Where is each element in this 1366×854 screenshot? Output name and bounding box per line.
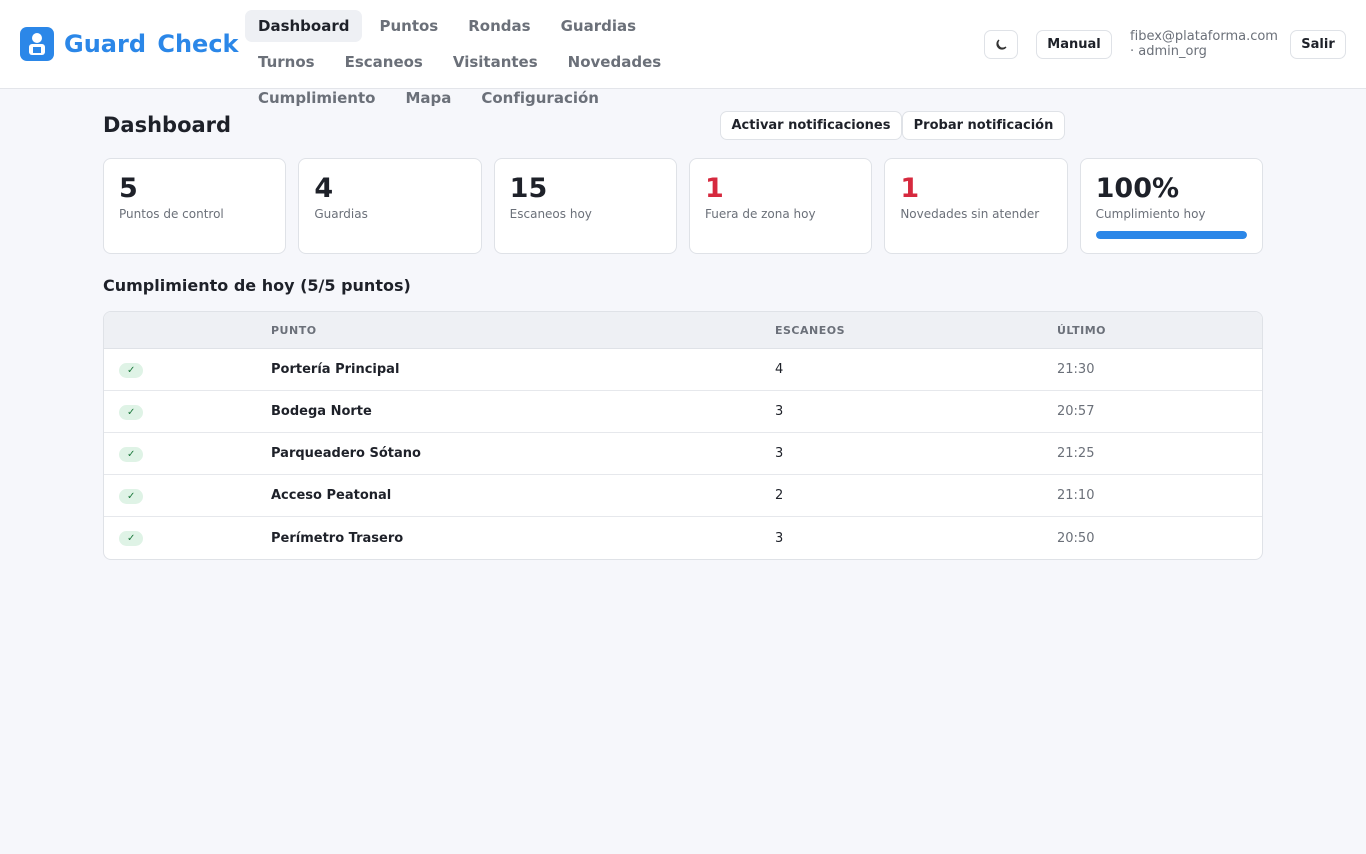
scan-count-cell: 3: [774, 433, 1056, 475]
theme-toggle[interactable]: [984, 30, 1018, 59]
point-name-cell: Perímetro Trasero: [271, 530, 404, 546]
nav-link[interactable]: Dashboard: [245, 10, 363, 42]
status-badge: ✓: [119, 531, 144, 546]
last-scan-cell: 20:50: [1057, 530, 1095, 546]
logo-icon: [29, 33, 45, 55]
stat-card: 5 Puntos de control: [103, 158, 287, 254]
stat-value: 4: [314, 173, 334, 204]
scan-count-cell: 3: [775, 530, 784, 546]
last-scan-cell: 21:10: [1056, 475, 1262, 517]
stat-value: 5: [119, 173, 138, 204]
nav-link[interactable]: Rondas: [468, 17, 531, 35]
status-badge: ✓: [119, 404, 144, 420]
stat-value: 1: [704, 173, 724, 204]
stat-label: Escaneos hoy: [509, 207, 592, 221]
stat-card: 1 Fuera de zona hoy: [688, 158, 873, 254]
stat-cards: 5 Puntos de control 4 Guardias 15 Escaneos ho…: [103, 158, 1263, 254]
column-header: ÚLTIMO: [1056, 312, 1262, 349]
stat-value: 15: [509, 173, 548, 204]
status-cell: ✓: [104, 433, 270, 475]
stat-card: 100% Cumplimiento hoy: [1079, 158, 1263, 254]
compliance-table: PUNTO ESCANEOS ÚLTIMO ✓ Portería Principal 4…: [103, 311, 1263, 560]
scan-count-cell: 4: [774, 349, 1056, 391]
nav-link[interactable]: Novedades: [567, 53, 662, 71]
last-scan-cell: 21:25: [1056, 433, 1262, 475]
nav-link[interactable]: Turnos: [258, 53, 315, 71]
stat-label: Fuera de zona hoy: [704, 207, 816, 221]
table-row: ✓ Perímetro Trasero 3 20:50: [104, 517, 1262, 559]
stat-card: 4 Guardias: [298, 158, 482, 254]
nav-link[interactable]: Configuración: [481, 89, 599, 107]
page-title: Dashboard: [103, 113, 232, 137]
logo: [20, 27, 54, 61]
brand[interactable]: Guard Check: [64, 30, 239, 58]
point-name-cell: Acceso Peatonal: [270, 475, 774, 517]
nav-link[interactable]: Visitantes: [452, 53, 538, 71]
status-cell: ✓: [104, 349, 270, 391]
scan-count-cell: 3: [774, 391, 1056, 433]
column-header: ESCANEOS: [774, 312, 1056, 349]
header-row: PUNTO ESCANEOS ÚLTIMO: [104, 312, 1262, 349]
column-header: PUNTO: [270, 312, 774, 349]
table-row: ✓ Portería Principal 4 21:30: [104, 349, 1262, 391]
table-row: ✓ Acceso Peatonal 2 21:10: [104, 475, 1262, 517]
nav-link[interactable]: Guardias: [560, 17, 637, 35]
stat-value: 100%: [1095, 173, 1180, 204]
stat-label: Puntos de control: [119, 207, 224, 221]
status-cell: ✓: [104, 517, 270, 559]
nav: Dashboard Puntos Rondas Guardias Turnos Escan…: [245, 10, 725, 114]
nav-link[interactable]: Puntos: [379, 17, 439, 35]
stat-label: Guardias: [314, 207, 368, 221]
user-info: fibex@plataforma.com · admin_org: [1130, 29, 1278, 59]
top-bar: Guard Check Dashboard Puntos Rondas Guardia…: [0, 0, 1366, 107]
section-title: Cumplimiento de hoy (5/5 puntos): [103, 276, 411, 295]
last-scan-cell: 20:57: [1056, 391, 1262, 433]
manual-button[interactable]: Manual: [1036, 30, 1112, 59]
user-role: · admin_org: [1130, 44, 1207, 59]
status-cell: ✓: [104, 475, 270, 517]
stat-value: 1: [900, 173, 920, 204]
nav-link[interactable]: Cumplimiento: [258, 89, 376, 107]
point-name-cell: Parqueadero Sótano: [270, 433, 774, 475]
table-body: ✓ Portería Principal 4 21:30 ✓ Bodega Norte 3 2…: [104, 349, 1262, 559]
last-scan-cell: 21:30: [1056, 349, 1262, 391]
notify-test-button[interactable]: Probar notificación: [902, 111, 1065, 140]
status-badge: ✓: [119, 362, 144, 378]
stat-card: 1 Novedades sin atender: [884, 158, 1068, 254]
status-badge: ✓: [119, 488, 144, 504]
nav-link[interactable]: Escaneos: [344, 53, 423, 71]
table-row: ✓ Parqueadero Sótano 3 21:25: [104, 433, 1262, 475]
progress-fill: [1095, 231, 1247, 239]
progress-track: [1095, 231, 1247, 239]
stat-label: Novedades sin atender: [900, 207, 1040, 221]
scan-count-cell: 2: [774, 475, 1056, 517]
status-cell: ✓: [104, 391, 270, 433]
nav-link[interactable]: Mapa: [405, 89, 452, 107]
user-email: fibex@plataforma.com: [1130, 29, 1278, 44]
moon-icon: [996, 39, 1007, 50]
table-row: ✓ Bodega Norte 3 20:57: [104, 391, 1262, 433]
stat-card: 15 Escaneos hoy: [493, 158, 677, 254]
point-name-cell: Portería Principal: [270, 349, 774, 391]
stat-label: Cumplimiento hoy: [1095, 207, 1206, 221]
status-header: [104, 312, 270, 349]
status-badge: ✓: [119, 446, 144, 462]
notify-enable-button[interactable]: Activar notificaciones: [720, 111, 902, 140]
point-name-cell: Bodega Norte: [270, 391, 774, 433]
logout-button[interactable]: Salir: [1290, 30, 1346, 59]
